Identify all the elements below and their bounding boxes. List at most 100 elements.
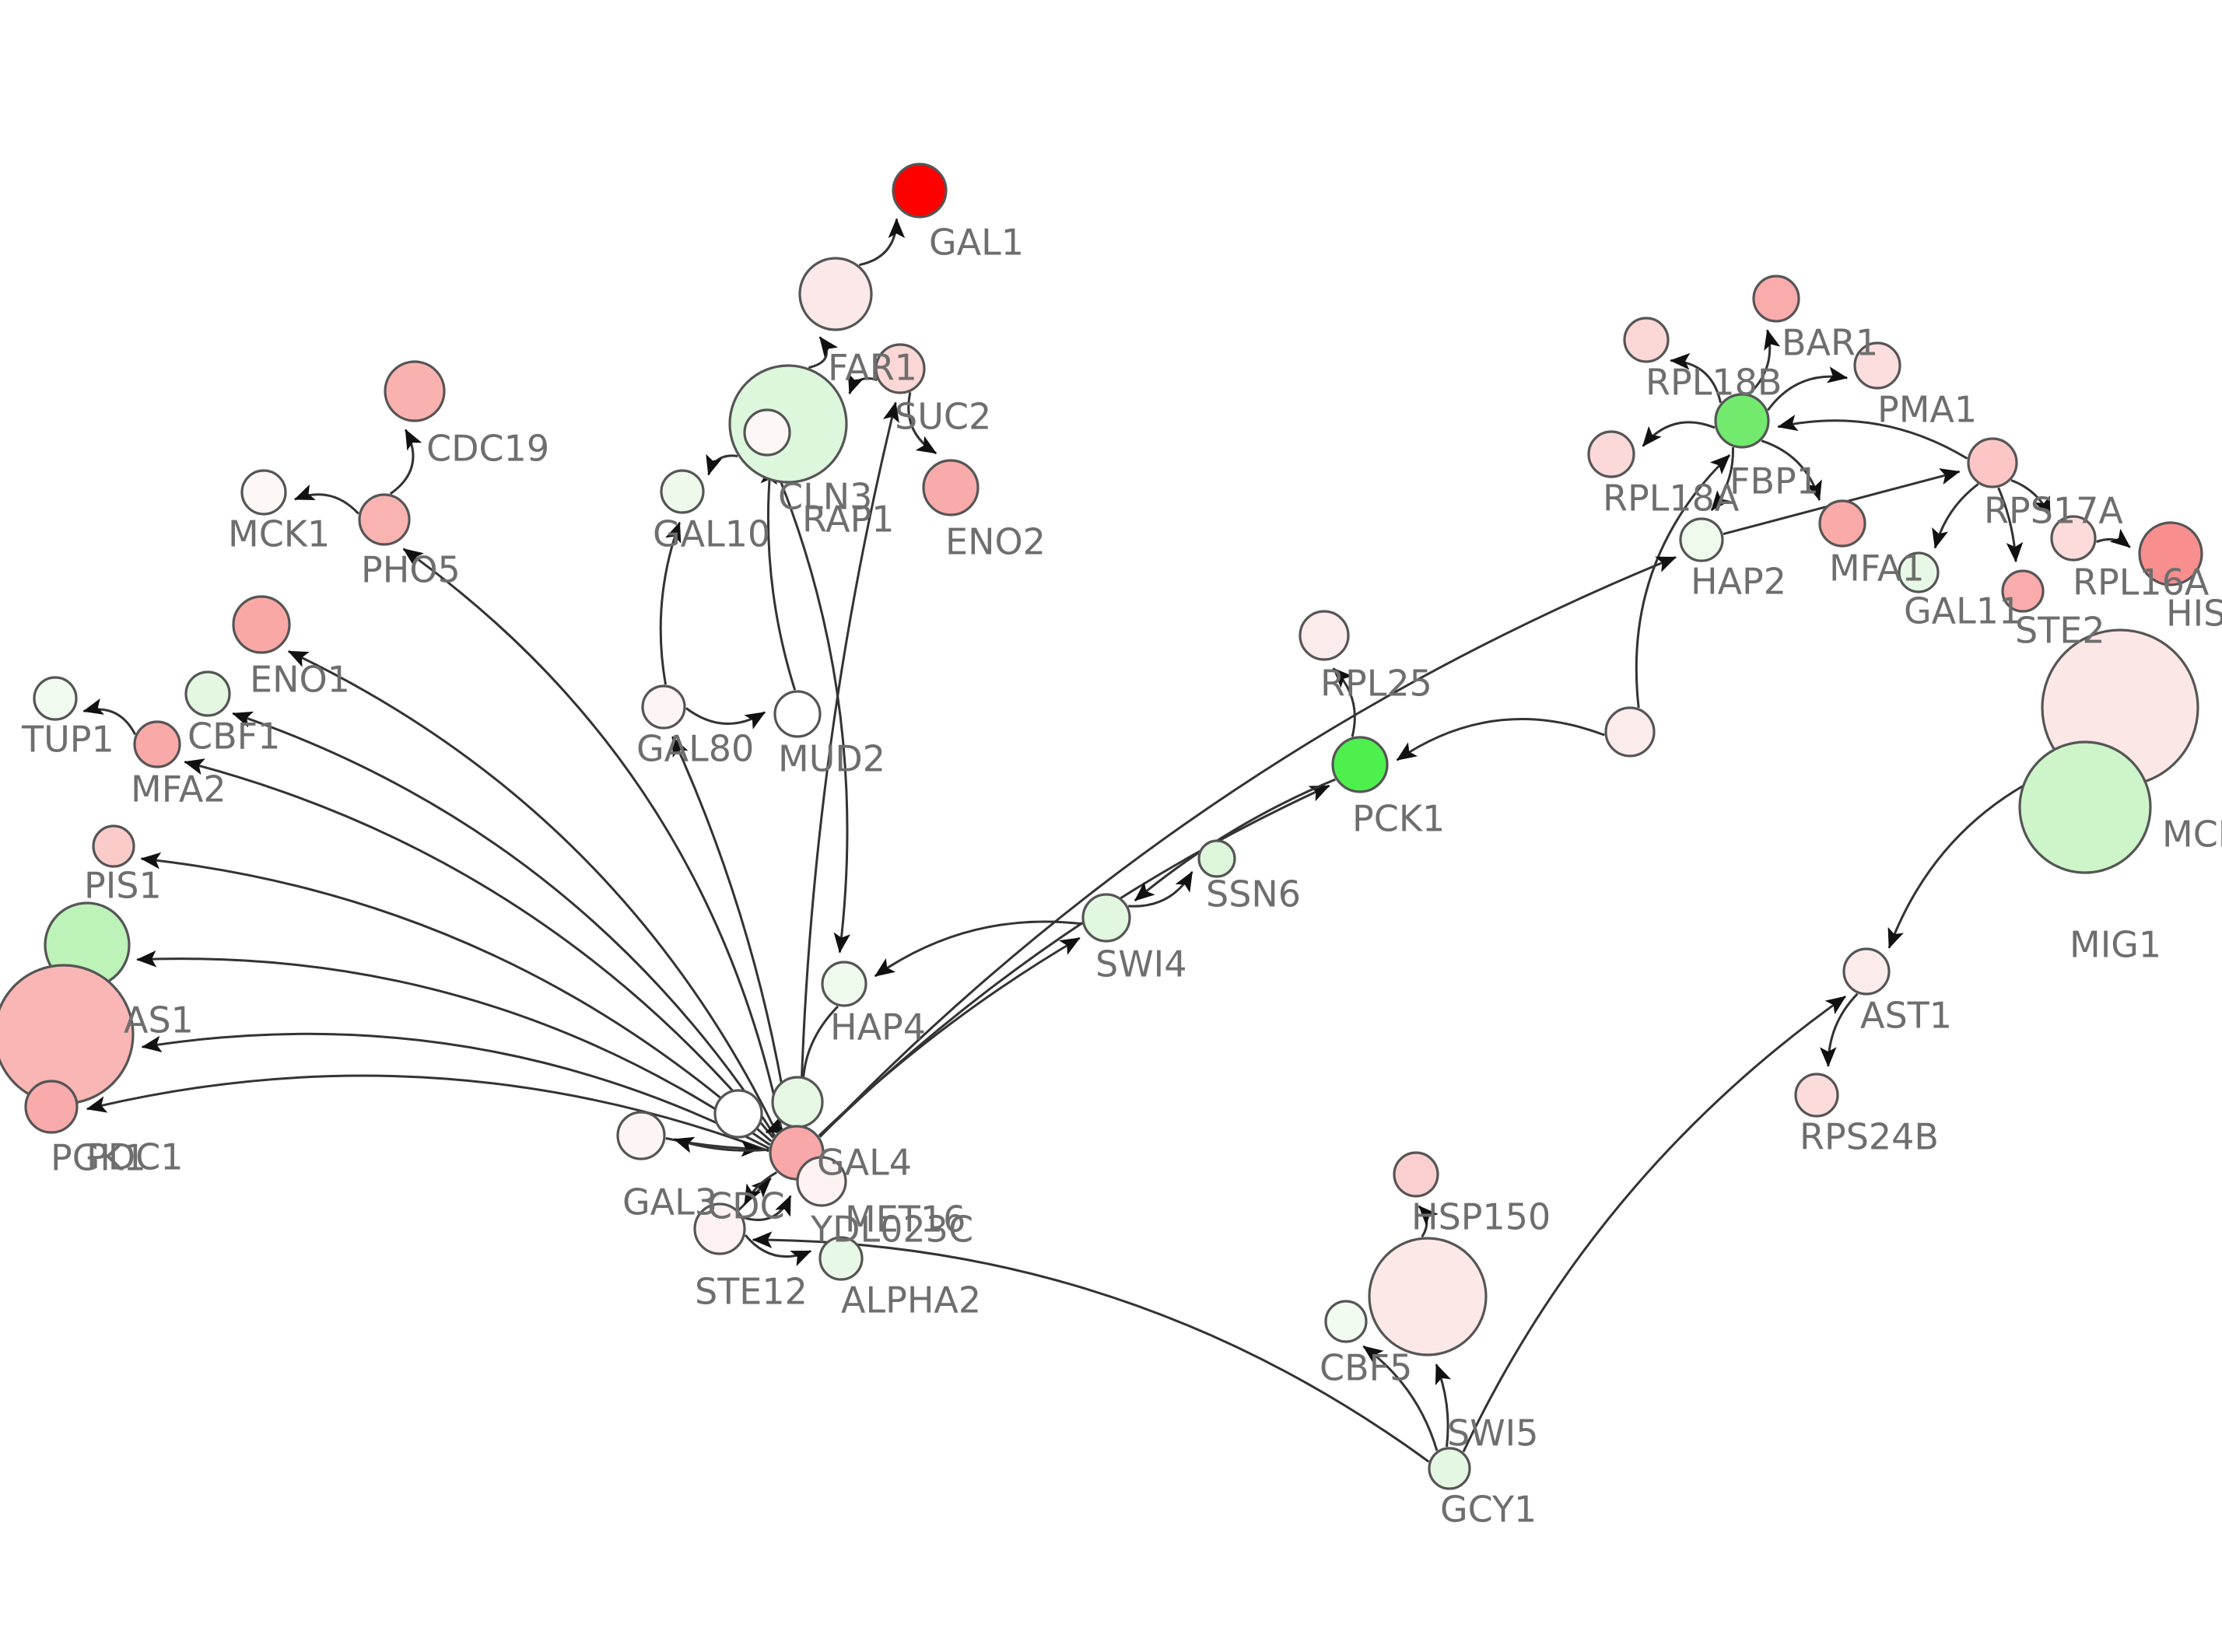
node-pdc1[interactable] [0,964,135,1105]
edge-gal4-to-mfa2 [184,758,774,1139]
edge-pck1-to-rpl25 [1332,667,1356,737]
node-label-far1: FAR1 [828,346,917,388]
node-label-gcy1: GCY1 [1440,1488,1537,1530]
node-label-swi4: SWI4 [1095,943,1187,985]
node-label-mfa2: MFA2 [131,768,226,810]
node-label-gal80: GAL80 [636,727,754,769]
node-ste12[interactable] [693,1202,746,1255]
node-met16[interactable] [771,1076,824,1129]
edge-gal4-to-pho5 [402,548,783,1130]
edge-mfa2-to-tup1 [82,698,137,735]
node-rpl18a[interactable] [1587,430,1635,478]
node-label-rpl25: RPL25 [1320,662,1432,704]
node-eno1[interactable] [232,595,291,654]
node-rpl25[interactable] [1299,610,1350,661]
node-unl1[interactable] [1604,706,1656,758]
node-rps24b[interactable] [1794,1073,1839,1118]
node-ydl023c[interactable] [796,1156,847,1207]
edge-gal4-to-pdc1 [141,1032,770,1150]
node-mud2[interactable] [773,690,822,738]
node-mig1[interactable] [2018,740,2152,874]
node-alpha2[interactable] [818,1236,864,1281]
node-label-swi5: SWI5 [1447,1412,1539,1454]
node-label-rpl16a: RPL16A [2073,561,2210,603]
node-ste2[interactable] [2001,569,2045,613]
node-suc2[interactable] [874,343,926,394]
node-cbf5[interactable] [1324,1300,1368,1343]
node-hap2[interactable] [1679,517,1724,562]
node-hsp150[interactable] [1393,1151,1439,1198]
edge-gcy1-to-ste12 [752,1231,1430,1463]
node-hap4[interactable] [821,961,867,1007]
edge-cln3-to-gal10 [706,453,738,476]
node-mfa2[interactable] [133,720,181,768]
node-pma1[interactable] [1853,341,1901,390]
node-mck1[interactable] [240,469,287,516]
node-label-eno1: ENO1 [250,658,350,700]
node-label-suc2: SUC2 [895,395,991,437]
node-label-pdc1: PDC1 [86,1136,184,1178]
edge-suc2-to-cln3 [847,373,878,395]
node-label-cbf1: CBF1 [188,715,280,757]
edge-pho5-to-mck1 [293,484,359,515]
node-swi5[interactable] [1368,1237,1488,1356]
node-mfa1[interactable] [1818,499,1866,548]
edge-gal80-to-mud2 [685,707,766,730]
edge-ast1-to-rps24b [1819,992,1859,1068]
node-label-pck1: PCK1 [1352,797,1445,839]
node-far1[interactable] [798,257,873,331]
edge-gal4-to-cbf1 [232,711,776,1136]
edge-rap1-to-hap4 [769,456,851,954]
node-pck1[interactable] [1331,736,1389,793]
node-cdc[interactable] [713,1089,763,1139]
edge-gal4-to-hap2 [818,556,1677,1138]
node-swi4[interactable] [1081,893,1131,943]
node-gal80[interactable] [641,684,686,730]
edge-far1-to-gal1 [858,218,906,267]
node-pgk1[interactable] [24,1080,79,1134]
node-label-eno2: ENO2 [945,520,1046,562]
node-rpl16a[interactable] [2050,515,2097,562]
node-gal1[interactable] [892,163,948,219]
node-eno2[interactable] [922,459,980,516]
edge-gal4-to-eno1 [287,650,778,1134]
node-gal3[interactable] [616,1111,666,1160]
node-gal10[interactable] [660,469,705,514]
node-label-ssn6: SSN6 [1206,873,1301,915]
node-cbf1[interactable] [184,670,231,717]
node-ast1[interactable] [1842,947,1891,996]
node-cdc19[interactable] [384,360,446,422]
node-bar1[interactable] [1752,275,1800,323]
node-label-ast1: AST1 [1860,994,1952,1036]
node-label-rpl18a: RPL18A [1603,477,1740,519]
node-pis1[interactable] [92,824,135,868]
node-rpl18b[interactable] [1623,317,1670,363]
node-label-hap4: HAP4 [830,1006,926,1048]
node-label-rps24b: RPS24B [1800,1115,1939,1157]
edge-gal4-to-gal80 [671,736,790,1126]
node-label-bar1: BAR1 [1782,321,1878,363]
node-gal11[interactable] [1898,551,1940,593]
node-label-pgk1: PGK1 [51,1136,146,1178]
node-rap1[interactable] [743,408,791,457]
node-pho5[interactable] [358,493,411,546]
edge-fbp1-to-pma1 [1767,366,1849,411]
node-label-alpha2: ALPHA2 [841,1279,981,1321]
node-label-his4: HIS4 [2166,592,2222,634]
edge-layer [82,218,2131,1463]
node-label-ydl023c: YDL023C [810,1208,973,1250]
node-tup1[interactable] [33,676,78,721]
node-label-tup1: TUP1 [21,718,114,760]
edge-gal80-to-gal10 [659,521,682,685]
node-label-gal1: GAL1 [929,221,1024,263]
node-label-hap2: HAP2 [1691,560,1786,602]
node-fbp1[interactable] [1714,393,1770,449]
edge-gal4-to-pck1 [818,784,1330,1138]
edge-rps17a-to-rpl16a [2010,479,2052,518]
node-gcy1[interactable] [1428,1447,1471,1490]
node-his4[interactable] [2138,521,2203,586]
node-ssn6[interactable] [1197,839,1236,878]
node-rps17a[interactable] [1967,437,2018,488]
